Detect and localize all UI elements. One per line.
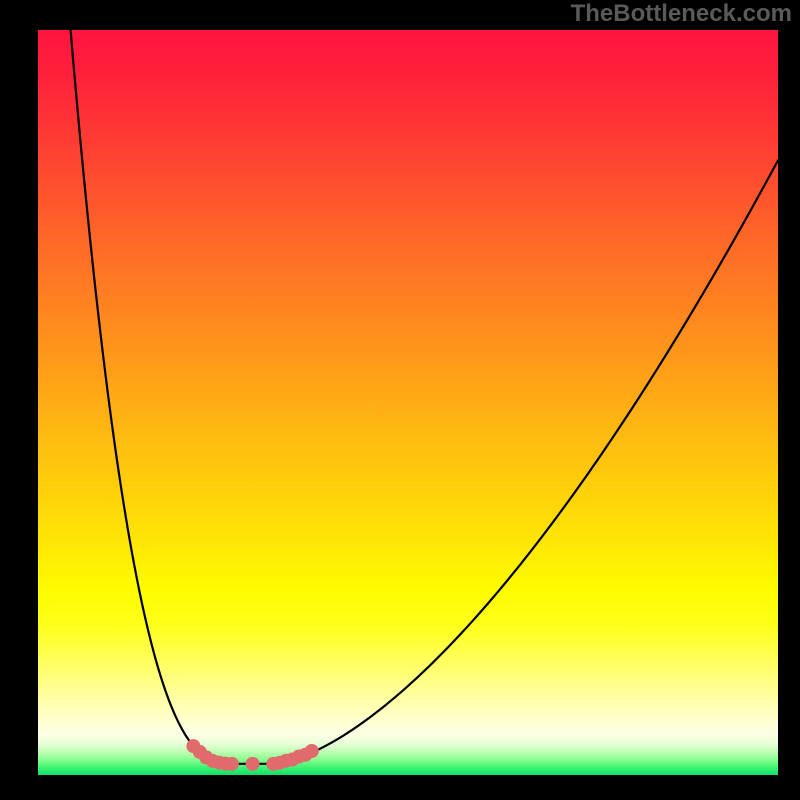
chart-svg xyxy=(38,30,778,775)
chart-plot-area xyxy=(38,30,778,775)
trough-dot xyxy=(246,757,260,771)
trough-dot xyxy=(225,757,239,771)
gradient-background xyxy=(38,30,778,775)
watermark-text: TheBottleneck.com xyxy=(571,0,792,28)
trough-dot xyxy=(305,744,319,758)
